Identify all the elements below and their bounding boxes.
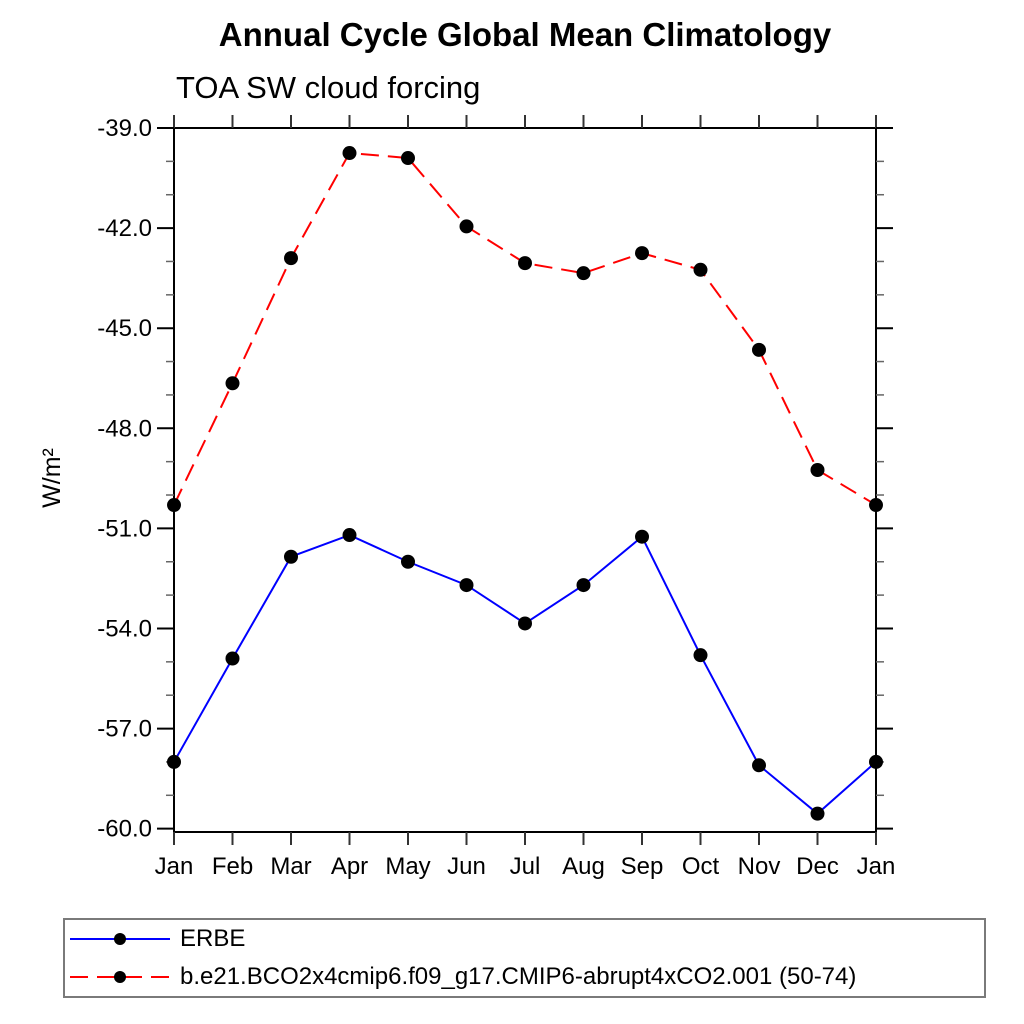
legend-item-1: b.e21.BCO2x4cmip6.f09_g17.CMIP6-abrupt4x… xyxy=(65,958,984,996)
legend-item-0: ERBE xyxy=(65,920,984,958)
series-line-0 xyxy=(173,533,877,815)
chart-title: Annual Cycle Global Mean Climatology xyxy=(218,16,832,53)
plot-frame xyxy=(173,127,877,833)
data-point-1-Jan xyxy=(167,498,181,513)
data-point-1-Dec xyxy=(810,462,825,477)
data-point-0-Jun xyxy=(459,578,474,593)
x-tick-label: Dec xyxy=(796,853,839,880)
x-tick-label: Nov xyxy=(738,853,781,880)
data-point-0-Feb xyxy=(225,651,240,666)
y-tick-label: -42.0 xyxy=(97,215,152,242)
data-point-1-Jun xyxy=(459,219,474,234)
legend: ERBE b.e21.BCO2x4cmip6.f09_g17.CMIP6-abru… xyxy=(63,918,986,998)
data-point-1-Apr xyxy=(342,146,357,161)
data-point-1-Aug xyxy=(576,266,591,281)
x-tick-label: Jan xyxy=(155,853,194,880)
x-tick-label: Mar xyxy=(270,853,311,880)
y-tick-label: -45.0 xyxy=(97,315,152,342)
y-tick-label: -57.0 xyxy=(97,716,152,743)
x-tick-label: Jul xyxy=(510,853,541,880)
y-tick-label: -51.0 xyxy=(97,515,152,542)
data-point-1-Sep xyxy=(635,246,649,261)
data-point-0-Mar xyxy=(284,549,298,564)
series-line-1 xyxy=(173,151,877,506)
data-point-0-May xyxy=(401,554,415,569)
data-point-1-Jul xyxy=(518,256,532,271)
x-tick-label: Jun xyxy=(447,853,486,880)
data-point-0-Oct xyxy=(693,648,708,663)
y-tick-label: -60.0 xyxy=(97,816,152,843)
data-point-0-Jan xyxy=(167,754,181,769)
x-tick-label: May xyxy=(385,853,430,880)
y-tick-label: -54.0 xyxy=(97,615,152,642)
x-tick-label: Apr xyxy=(331,853,368,880)
legend-label-0: ERBE xyxy=(180,925,246,952)
x-tick-label: Sep xyxy=(621,853,664,880)
y-tick-label: -48.0 xyxy=(97,415,152,442)
y-tick-label: -39.0 xyxy=(97,115,152,142)
data-point-1-Feb xyxy=(225,376,240,391)
data-point-0-Aug xyxy=(576,578,591,593)
data-point-0-Jan xyxy=(869,754,883,769)
data-point-0-Jul xyxy=(518,616,532,631)
data-point-0-Dec xyxy=(810,806,825,821)
data-point-0-Apr xyxy=(342,528,357,543)
data-point-1-Jan xyxy=(869,498,883,513)
data-point-1-May xyxy=(401,151,415,166)
data-point-1-Mar xyxy=(284,251,298,266)
x-tick-label: Jan xyxy=(857,853,896,880)
legend-marker-icon xyxy=(114,933,126,945)
data-point-1-Oct xyxy=(693,262,708,277)
x-tick-label: Feb xyxy=(212,853,253,880)
data-point-1-Nov xyxy=(752,342,766,357)
legend-label-1: b.e21.BCO2x4cmip6.f09_g17.CMIP6-abrupt4x… xyxy=(180,963,857,990)
x-tick-label: Oct xyxy=(682,853,720,880)
data-point-0-Sep xyxy=(635,529,649,544)
x-tick-label: Aug xyxy=(562,853,605,880)
data-point-0-Nov xyxy=(752,758,766,773)
legend-swatch xyxy=(70,971,170,983)
chart-subtitle: TOA SW cloud forcing xyxy=(176,70,481,105)
legend-swatch xyxy=(70,933,170,945)
legend-marker-icon xyxy=(114,971,126,983)
